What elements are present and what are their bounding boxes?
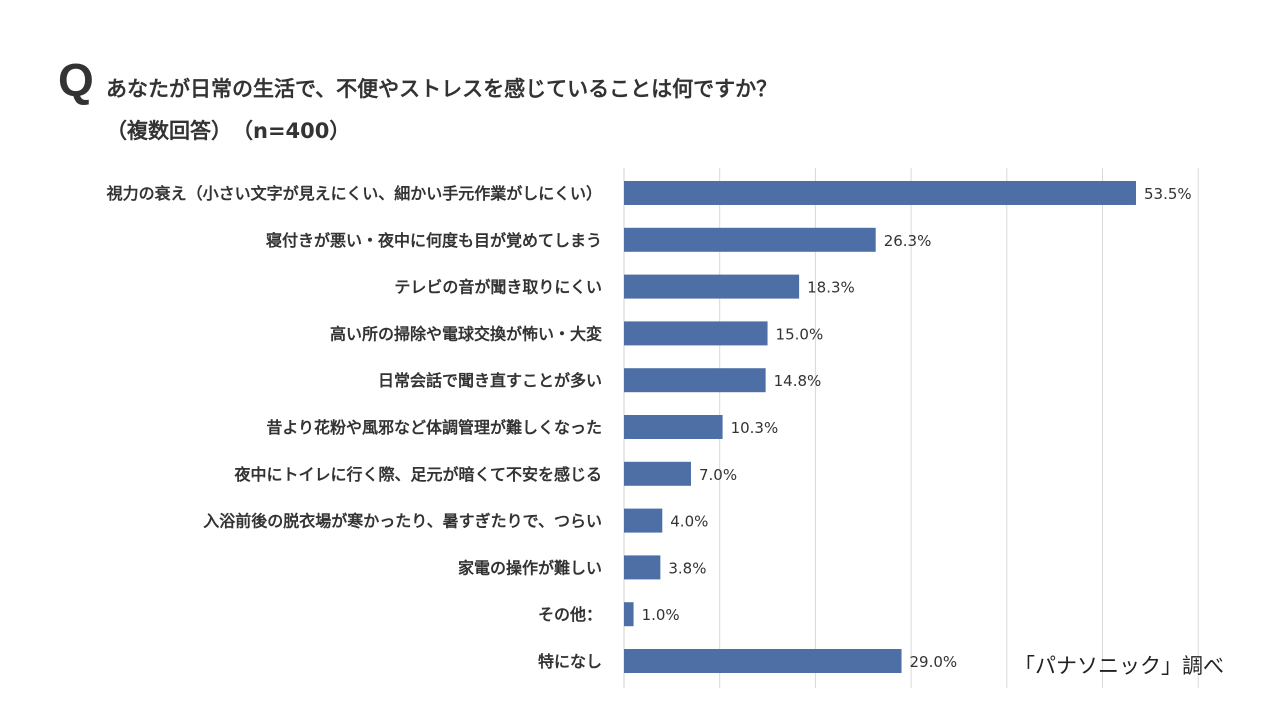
bar (624, 274, 800, 299)
value-label: 10.3% (731, 419, 779, 437)
bar (624, 368, 766, 393)
value-label: 26.3% (884, 232, 932, 250)
bar (624, 415, 723, 439)
bar (624, 321, 768, 346)
bar (624, 461, 691, 486)
category-label: 入浴前後の脱衣場が寒かったり、暑すぎたりで、つらい (203, 512, 602, 531)
category-label: 昔より花粉や風邪など体調管理が難しくなった (266, 418, 602, 437)
category-label: 視力の衰え（小さい文字が見えにくい、細かい手元作業がしにくい） (106, 184, 602, 203)
value-label: 4.0% (670, 513, 708, 531)
category-label: その他： (538, 605, 602, 624)
category-label: 高い所の掃除や電球交換が怖い・大変 (330, 324, 602, 343)
category-label: 家電の操作が難しい (458, 558, 602, 577)
chart-title: あなたが日常の生活で、不便やストレスを感じていることは何ですか？ (106, 77, 778, 101)
bar (624, 555, 661, 580)
value-label: 18.3% (807, 279, 855, 297)
value-label: 53.5% (1144, 185, 1192, 203)
value-label: 7.0% (699, 466, 737, 484)
value-label: 15.0% (776, 325, 824, 343)
bar (624, 649, 902, 673)
bar (624, 227, 876, 252)
bar (624, 508, 663, 533)
value-label: 14.8% (774, 372, 822, 390)
category-label: 特になし (538, 652, 602, 671)
chart-subtitle: （複数回答） （n=400） (106, 119, 351, 143)
category-label: 日常会話で聞き直すことが多い (378, 371, 602, 390)
value-label: 1.0% (642, 606, 680, 624)
source-note: 「パナソニック」調べ (1014, 654, 1224, 678)
bar (624, 602, 634, 627)
category-label: 寝付きが悪い・夜中に何度も目が覚めてしまう (266, 231, 602, 250)
value-label: 29.0% (910, 653, 958, 671)
bar (624, 181, 1136, 205)
category-label: テレビの音が聞き取りにくい (394, 278, 602, 297)
value-label: 3.8% (668, 559, 706, 577)
category-label: 夜中にトイレに行く際、足元が暗くて不安を感じる (233, 465, 602, 484)
question-mark: Q (58, 54, 94, 106)
